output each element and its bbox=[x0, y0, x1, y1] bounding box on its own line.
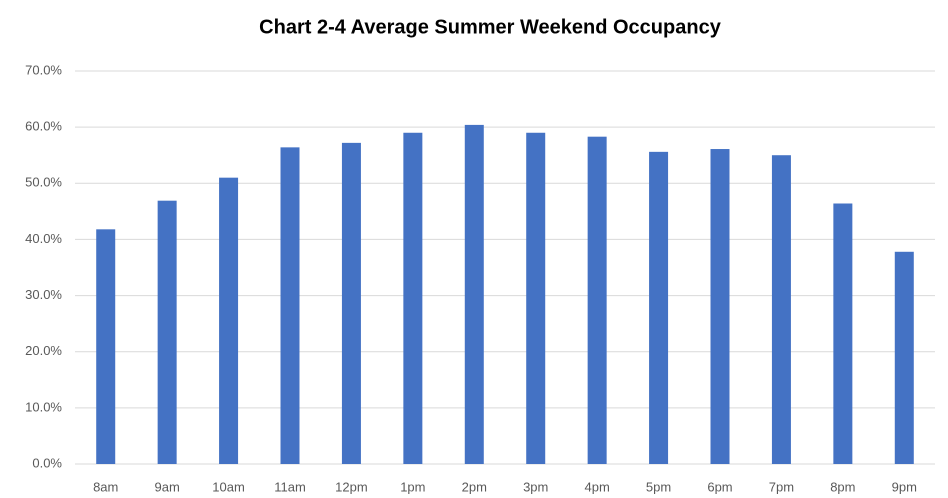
y-tick-label: 20.0% bbox=[25, 343, 62, 358]
bar bbox=[341, 142, 361, 464]
x-tick-label: 6pm bbox=[707, 479, 732, 494]
bar bbox=[96, 229, 116, 464]
x-tick-label: 10am bbox=[212, 479, 245, 494]
y-tick-label: 70.0% bbox=[25, 62, 62, 77]
x-tick-label: 7pm bbox=[769, 479, 794, 494]
x-tick-label: 5pm bbox=[646, 479, 671, 494]
y-tick-label: 60.0% bbox=[25, 119, 62, 134]
bar bbox=[280, 147, 300, 464]
x-tick-label: 9pm bbox=[892, 479, 917, 494]
chart-title: Chart 2-4 Average Summer Weekend Occupan… bbox=[259, 16, 722, 38]
x-tick-label: 2pm bbox=[462, 479, 487, 494]
x-tick-label: 8am bbox=[93, 479, 118, 494]
y-tick-label: 40.0% bbox=[25, 231, 62, 246]
bar bbox=[526, 132, 546, 464]
x-tick-label: 12pm bbox=[335, 479, 368, 494]
bar bbox=[833, 203, 853, 465]
x-tick-label: 4pm bbox=[584, 479, 609, 494]
x-tick-label: 9am bbox=[154, 479, 179, 494]
bar bbox=[649, 151, 669, 465]
bar bbox=[771, 155, 791, 464]
bar bbox=[157, 200, 177, 464]
bar bbox=[403, 132, 423, 464]
y-tick-label: 10.0% bbox=[25, 399, 62, 414]
x-tick-label: 1pm bbox=[400, 479, 425, 494]
y-tick-label: 30.0% bbox=[25, 287, 62, 302]
bar bbox=[894, 251, 914, 464]
y-tick-label: 0.0% bbox=[32, 455, 62, 470]
x-tick-label: 3pm bbox=[523, 479, 548, 494]
bar bbox=[710, 149, 730, 464]
x-tick-label: 11am bbox=[274, 479, 306, 494]
bar bbox=[219, 177, 239, 464]
x-tick-label: 8pm bbox=[830, 479, 855, 494]
bar bbox=[464, 124, 484, 464]
bar bbox=[587, 136, 607, 465]
y-tick-label: 50.0% bbox=[25, 175, 62, 190]
